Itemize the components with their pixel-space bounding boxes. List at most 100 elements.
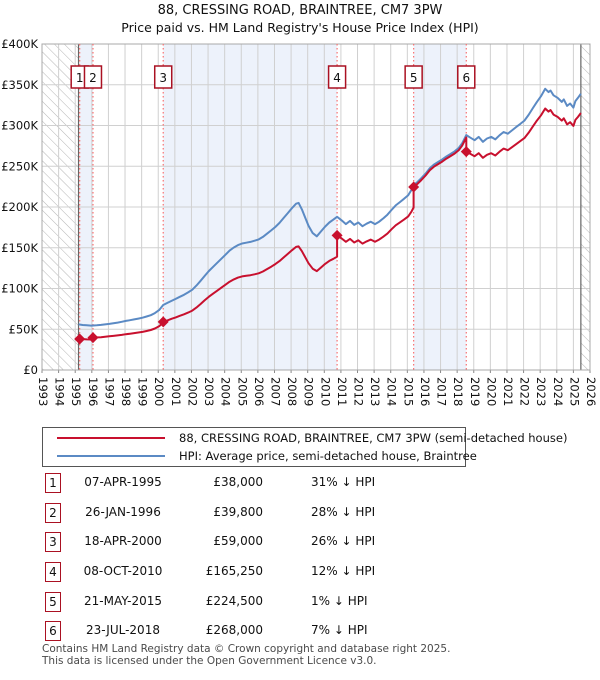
y-tick-label: £200K: [1, 200, 38, 214]
y-tick-label: £100K: [1, 282, 38, 296]
x-tick-label: 2008: [285, 377, 299, 406]
sale-price: £165,250: [205, 564, 263, 578]
x-tick-label: 2023: [534, 377, 548, 406]
sale-date: 26-JAN-1996: [85, 505, 161, 519]
chart-legend: 88, CRESSING ROAD, BRAINTREE, CM7 3PW (s…: [42, 427, 567, 467]
table-row: 1 07-APR-1995 £38,000 31% ↓ HPI: [0, 473, 600, 495]
x-tick-label: 2012: [352, 377, 366, 406]
y-tick-label: £0: [23, 363, 38, 377]
x-tick-label: 1998: [119, 377, 133, 406]
x-tick-label: 2003: [202, 377, 216, 406]
sale-price: £38,000: [213, 475, 263, 489]
x-tick-label: 2011: [335, 377, 349, 406]
x-tick-label: 2017: [435, 377, 449, 406]
x-tick-label: 2015: [401, 377, 415, 406]
copyright-footer: Contains HM Land Registry data © Crown c…: [42, 643, 582, 667]
hpi-line: [78, 87, 582, 327]
sale-number-badge: 6: [45, 621, 61, 641]
sale-flag-5: [404, 65, 423, 89]
sale-flag-2: [83, 65, 103, 89]
sale-marker-5: [408, 181, 420, 193]
y-tick-label: £50K: [9, 322, 39, 336]
table-row: 6 23-JUL-2018 £268,000 7% ↓ HPI: [0, 621, 600, 643]
x-tick-label: 2018: [451, 377, 465, 406]
sale-number-badge: 2: [45, 503, 61, 523]
legend-item-hpi: HPI: Average price, semi-detached house,…: [43, 448, 477, 464]
x-tick-label: 2009: [302, 377, 316, 406]
sale-number-badge: 5: [45, 592, 61, 612]
sale-price: £224,500: [205, 594, 263, 608]
x-tick-label: 2022: [518, 377, 532, 406]
sale-number-badge: 1: [45, 473, 61, 493]
x-tick-label: 2026: [584, 377, 598, 406]
legend-label-price: 88, CRESSING ROAD, BRAINTREE, CM7 3PW (s…: [179, 431, 568, 445]
footer-line-2: This data is licensed under the Open Gov…: [42, 654, 377, 667]
y-tick-label: £250K: [1, 159, 38, 173]
sale-flag-3: [153, 65, 173, 89]
x-tick-label: 2005: [235, 377, 249, 406]
x-tick-label: 2013: [368, 377, 382, 406]
sale-marker-2: [87, 332, 99, 344]
sale-vs-hpi: 28% ↓ HPI: [311, 505, 376, 519]
x-tick-label: 1994: [53, 377, 67, 406]
hpi-line-swatch: [57, 455, 165, 457]
sale-vs-hpi: 1% ↓ HPI: [311, 594, 368, 608]
sale-date: 18-APR-2000: [84, 534, 162, 548]
sale-date: 23-JUL-2018: [86, 623, 160, 637]
y-tick-label: £150K: [1, 241, 38, 255]
sale-flag-number: 1: [76, 71, 84, 85]
x-tick-label: 2002: [185, 377, 199, 406]
x-tick-label: 2001: [169, 377, 183, 406]
x-tick-label: 2010: [318, 377, 332, 406]
x-tick-label: 2021: [501, 377, 515, 406]
sale-vs-hpi: 7% ↓ HPI: [311, 623, 368, 637]
sale-number-badge: 3: [45, 532, 61, 552]
sale-flag-6: [457, 65, 476, 89]
y-tick-label: £350K: [1, 78, 38, 92]
legend-item-price: 88, CRESSING ROAD, BRAINTREE, CM7 3PW (s…: [43, 430, 567, 446]
sale-flag-number: 5: [410, 71, 418, 85]
y-tick-label: £400K: [1, 37, 38, 51]
sale-flag-number: 4: [333, 71, 341, 85]
x-tick-label: 2000: [152, 377, 166, 406]
legend-label-hpi: HPI: Average price, semi-detached house,…: [179, 449, 477, 463]
sale-date: 07-APR-1995: [84, 475, 162, 489]
sale-vs-hpi: 31% ↓ HPI: [311, 475, 376, 489]
sale-flag-number: 6: [462, 71, 470, 85]
price-line-swatch: [57, 437, 165, 439]
x-tick-label: 1996: [86, 377, 100, 406]
x-tick-label: 2020: [484, 377, 498, 406]
x-tick-label: 1999: [136, 377, 150, 406]
table-row: 5 21-MAY-2015 £224,500 1% ↓ HPI: [0, 592, 600, 614]
x-tick-label: 2019: [468, 377, 482, 406]
page-subtitle: Price paid vs. HM Land Registry's House …: [121, 20, 479, 35]
x-tick-label: 1993: [36, 377, 50, 406]
sale-price: £59,000: [213, 534, 263, 548]
table-row: 3 18-APR-2000 £59,000 26% ↓ HPI: [0, 532, 600, 554]
sale-vs-hpi: 12% ↓ HPI: [311, 564, 376, 578]
footer-line-1: Contains HM Land Registry data © Crown c…: [42, 643, 451, 655]
price-chart: 1 2 3 4 5 6 £0 £50K £100K £150K £200K £250K £300K £35…: [1, 37, 598, 406]
table-row: 2 26-JAN-1996 £39,800 28% ↓ HPI: [0, 503, 600, 525]
x-tick-label: 2025: [567, 377, 581, 406]
sale-flag-number: 3: [159, 71, 167, 85]
x-tick-label: 2014: [385, 377, 399, 406]
sale-price: £268,000: [205, 623, 263, 637]
x-tick-label: 2024: [551, 377, 565, 406]
x-tick-label: 1997: [102, 377, 116, 406]
sale-date: 08-OCT-2010: [83, 564, 163, 578]
x-tick-label: 2016: [418, 377, 432, 406]
sale-date: 21-MAY-2015: [83, 594, 162, 608]
plot-border: [41, 43, 591, 371]
x-tick-label: 2004: [219, 377, 233, 406]
x-tick-label: 2007: [268, 377, 282, 406]
sale-marker-4: [331, 229, 343, 241]
sale-marker-1: [74, 333, 86, 345]
sale-price: £39,800: [213, 505, 263, 519]
page-title: 88, CRESSING ROAD, BRAINTREE, CM7 3PW: [157, 3, 443, 18]
x-tick-label: 1995: [69, 377, 83, 406]
y-tick-label: £300K: [1, 119, 38, 133]
sale-flag-number: 2: [89, 71, 97, 85]
x-tick-label: 2006: [252, 377, 266, 406]
